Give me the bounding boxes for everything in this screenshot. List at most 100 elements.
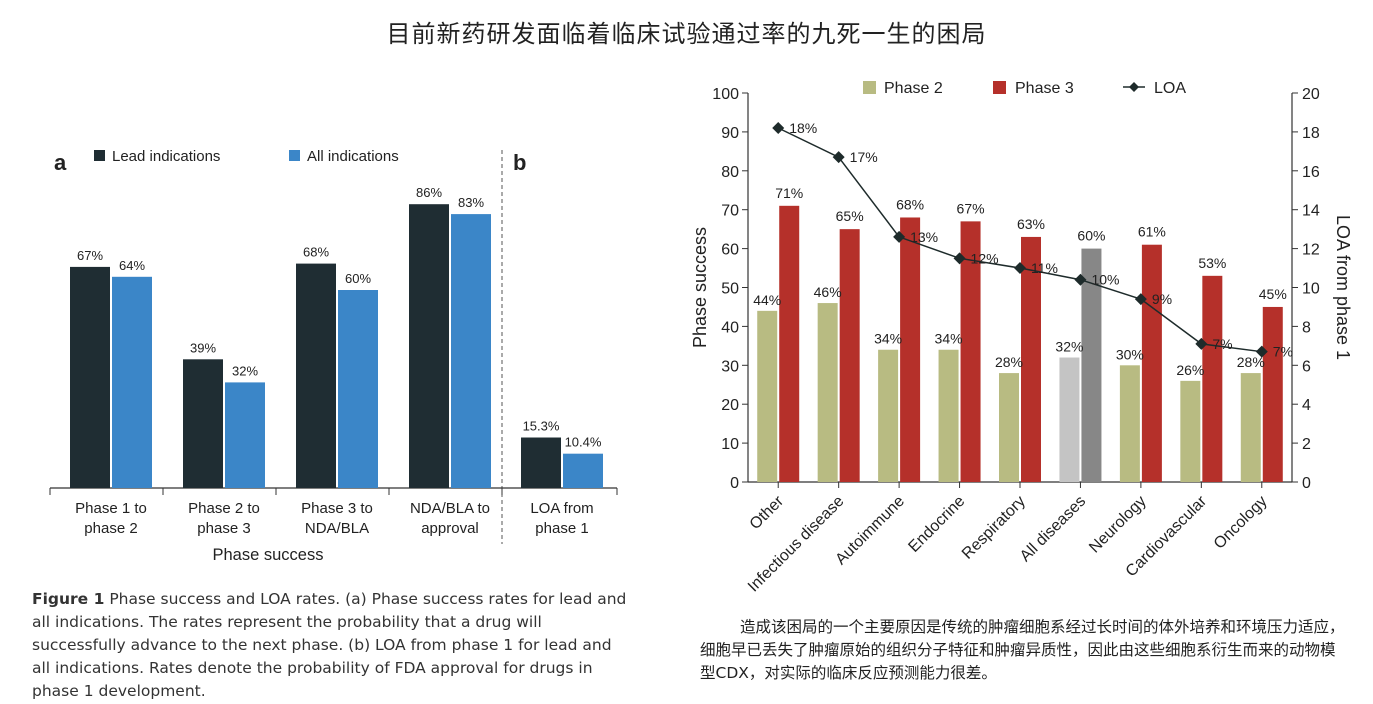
- bar-all-indications: [112, 276, 152, 488]
- data-label-loa: 13%: [910, 229, 938, 245]
- legend-swatch-phase3: [993, 81, 1006, 94]
- data-label-loa: 10%: [1091, 272, 1119, 288]
- data-label-phase2: 34%: [935, 331, 963, 347]
- bar-all-indications: [338, 290, 378, 488]
- data-label-phase2: 26%: [1176, 362, 1204, 378]
- legend-label-phase3: Phase 3: [1015, 80, 1074, 97]
- bar-phase3: [1141, 244, 1162, 482]
- y2-tick-label: 6: [1302, 358, 1311, 375]
- figure-caption-text: Phase success and LOA rates. (a) Phase s…: [32, 590, 627, 700]
- bar-phase3: [900, 217, 921, 483]
- figure-caption: Figure 1 Phase success and LOA rates. (a…: [32, 588, 632, 703]
- bar-phase2: [1059, 357, 1080, 482]
- data-label-phase3: 71%: [775, 185, 803, 201]
- data-label-phase2: 28%: [1237, 354, 1265, 370]
- bar-phase3: [1202, 275, 1223, 482]
- y2-tick-label: 8: [1302, 319, 1311, 336]
- bar-all-indications: [225, 382, 265, 488]
- y-tick-label: 50: [721, 281, 739, 298]
- data-label-phase2: 30%: [1116, 346, 1144, 362]
- y2-tick-label: 4: [1302, 397, 1311, 414]
- data-label-phase3: 45%: [1259, 286, 1287, 302]
- bar-all-indications: [451, 214, 491, 488]
- loa-marker: [1014, 262, 1026, 275]
- loa-marker: [1074, 273, 1087, 286]
- data-label-phase3: 67%: [957, 200, 985, 216]
- data-label-lead: 67%: [77, 248, 103, 263]
- legend-label-loa: LOA: [1154, 80, 1186, 97]
- data-label-lead: 39%: [190, 340, 216, 355]
- data-label-loa: 12%: [971, 250, 999, 266]
- x-tick-label: Neurology: [1086, 493, 1150, 557]
- loa-marker: [1195, 337, 1208, 350]
- y-tick-label: 100: [712, 86, 739, 103]
- legend-swatch-phase2: [863, 81, 876, 94]
- data-label-loa: 11%: [1031, 260, 1058, 276]
- data-label-loa: 18%: [789, 120, 817, 136]
- bar-phase2: [878, 349, 899, 482]
- y-tick-label: 70: [721, 203, 739, 220]
- x-tick-label: Phase 3 to NDA/BLA: [301, 500, 373, 537]
- figure-caption-label: Figure 1: [32, 590, 105, 608]
- legend-label-all: All indications: [307, 148, 399, 165]
- x-tick-label: Endocrine: [905, 493, 968, 556]
- x-tick-label: LOA from phase 1: [530, 500, 593, 537]
- bar-lead-indications: [296, 263, 336, 488]
- legend-label-lead: Lead indications: [112, 148, 220, 165]
- y2-tick-label: 16: [1302, 164, 1320, 181]
- y-tick-label: 20: [721, 397, 739, 414]
- phase-success-chart: a b Lead indications All indications 67% 64% P…: [49, 148, 618, 564]
- bar-lead-indications: [409, 204, 449, 488]
- data-label-all: 64%: [119, 258, 145, 273]
- legend-swatch-lead: [94, 150, 105, 161]
- y2-tick-label: 0: [1302, 475, 1311, 492]
- loa-marker: [772, 122, 785, 135]
- y-tick-label: 60: [721, 242, 739, 259]
- bar-phase2: [999, 373, 1019, 482]
- bar-phase2: [1119, 365, 1140, 482]
- bar-phase3: [1262, 306, 1283, 482]
- loa-marker: [1134, 293, 1147, 306]
- bar-phase2: [757, 310, 778, 482]
- data-label-phase3: 65%: [836, 208, 864, 224]
- data-label-lead: 15.3%: [523, 419, 560, 434]
- data-label-phase2: 34%: [874, 331, 902, 347]
- bar-lead-indications: [183, 359, 223, 488]
- bar-phase2: [938, 349, 959, 482]
- loa-marker: [893, 230, 906, 243]
- loa-marker: [1255, 345, 1268, 358]
- x-tick-label: NDA/BLA to approval: [410, 500, 490, 537]
- data-label-loa: 7%: [1212, 336, 1232, 352]
- data-label-phase3: 68%: [896, 196, 924, 212]
- data-label-lead: 68%: [303, 245, 329, 260]
- bar-phase2: [817, 303, 838, 482]
- data-label-lead: 86%: [416, 185, 442, 200]
- bar-phase3: [960, 221, 981, 482]
- data-label-all: 60%: [345, 271, 371, 286]
- legend-swatch-all: [289, 150, 300, 161]
- y-tick-label: 10: [721, 436, 739, 453]
- data-label-all: 10.4%: [565, 435, 602, 450]
- loa-marker: [832, 151, 845, 164]
- data-label-phase2: 28%: [995, 354, 1023, 370]
- data-label-loa: 9%: [1152, 291, 1172, 307]
- data-label-phase2: 44%: [753, 292, 781, 308]
- loa-marker: [953, 252, 966, 265]
- x-tick-label: Other: [747, 492, 788, 533]
- bar-phase3: [1081, 248, 1102, 482]
- x-axis-title: Phase success: [213, 546, 324, 564]
- data-label-phase3: 60%: [1077, 228, 1105, 244]
- y-tick-label: 80: [721, 164, 739, 181]
- page-title: 目前新药研发面临着临床试验通过率的九死一生的困局: [386, 20, 987, 48]
- data-label-phase3: 53%: [1198, 255, 1226, 271]
- data-label-phase2: 46%: [814, 284, 842, 300]
- data-label-loa: 7%: [1273, 344, 1293, 360]
- y2-tick-label: 20: [1302, 86, 1320, 103]
- legend-label-phase2: Phase 2: [884, 80, 943, 97]
- y-tick-label: 0: [730, 475, 739, 492]
- data-label-all: 32%: [232, 363, 258, 378]
- bar-phase2: [1240, 373, 1261, 482]
- y2-axis-title: LOA from phase 1: [1333, 215, 1353, 360]
- bar-all-indications: [563, 453, 603, 488]
- y-tick-label: 90: [721, 125, 739, 142]
